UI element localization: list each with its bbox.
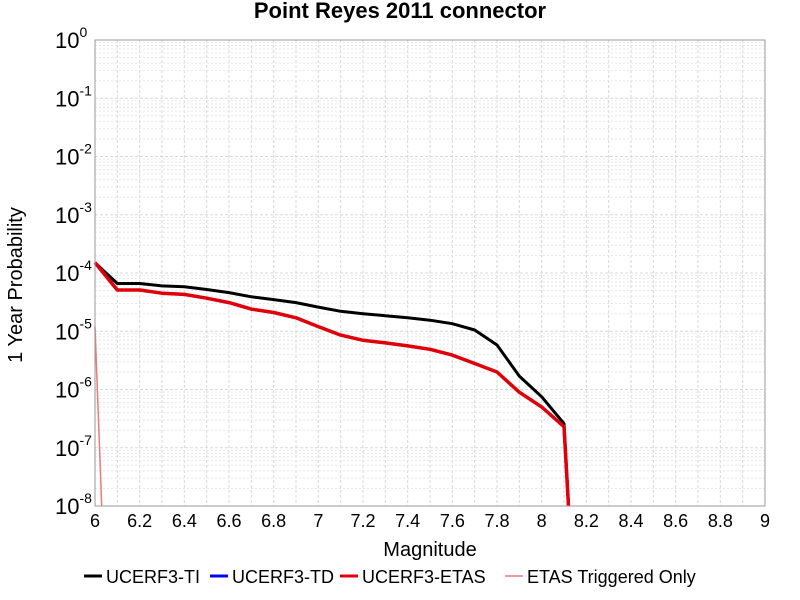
y-tick-label: 10-6 — [55, 374, 92, 403]
x-tick-label: 8.8 — [708, 511, 733, 531]
x-tick-label: 8.6 — [663, 511, 688, 531]
y-tick-label: 10-7 — [55, 432, 92, 461]
legend-label: UCERF3-ETAS — [362, 567, 486, 587]
x-tick-label: 7 — [313, 511, 323, 531]
x-tick-label: 7.8 — [484, 511, 509, 531]
y-tick-label: 10-3 — [55, 199, 92, 228]
y-tick-label: 10-4 — [55, 257, 92, 286]
x-tick-label: 7.6 — [440, 511, 465, 531]
y-axis-ticks: 100 10-1 10-2 10-3 10-4 10-5 10-6 10-7 10-8 — [55, 24, 92, 519]
x-tick-label: 9 — [760, 511, 770, 531]
series-layer — [93, 261, 571, 507]
series-line-0 — [93, 261, 570, 507]
plot-frame — [94, 39, 766, 507]
y-axis-label: 1 Year Probability — [5, 207, 27, 363]
x-axis-label: Magnitude — [383, 539, 476, 561]
series-line-3 — [94, 326, 103, 507]
x-tick-label: 6.6 — [216, 511, 241, 531]
x-tick-label: 6.2 — [127, 511, 152, 531]
y-tick-label: 10-2 — [55, 141, 92, 170]
legend-label: ETAS Triggered Only — [527, 567, 696, 587]
grid — [94, 39, 766, 507]
x-tick-label: 8.4 — [618, 511, 643, 531]
legend-label: UCERF3-TD — [232, 567, 334, 587]
x-axis-ticks: 6 6.2 6.4 6.6 6.8 7 7.2 7.4 7.6 7.8 8 8.2 8.4 8.6 8.8 9 — [90, 511, 770, 531]
x-tick-label: 7.4 — [395, 511, 420, 531]
x-tick-label: 6 — [90, 511, 100, 531]
x-tick-label: 7.2 — [350, 511, 375, 531]
y-tick-label: 10-8 — [55, 490, 92, 519]
chart-title: Point Reyes 2011 connector — [254, 0, 547, 23]
y-tick-label: 10-5 — [55, 315, 92, 344]
x-tick-label: 8.2 — [574, 511, 599, 531]
y-tick-label: 10-1 — [55, 82, 92, 111]
legend-label: UCERF3-TI — [106, 567, 200, 587]
x-tick-label: 8 — [537, 511, 547, 531]
series-line-2 — [93, 261, 571, 507]
y-tick-label: 100 — [55, 24, 87, 53]
legend: UCERF3-TI UCERF3-TD UCERF3-ETAS ETAS Trigge… — [84, 567, 696, 587]
x-tick-label: 6.4 — [172, 511, 197, 531]
x-tick-label: 6.8 — [261, 511, 286, 531]
